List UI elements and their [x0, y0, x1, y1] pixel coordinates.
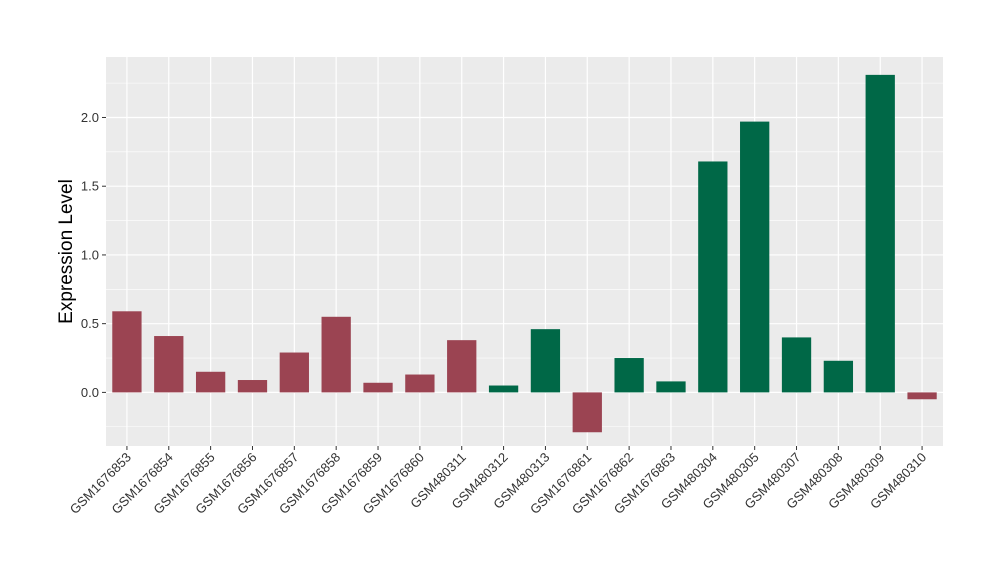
bar-GSM1676861 — [572, 392, 602, 433]
bar-GSM1676855 — [195, 371, 226, 393]
bar-GSM1676853 — [112, 311, 142, 393]
y-tick-label: 1.5 — [81, 179, 99, 194]
bar-GSM1676857 — [279, 352, 309, 393]
bar-GSM1676854 — [154, 336, 184, 393]
y-tick-label: 0.0 — [81, 385, 99, 400]
bar-GSM480305 — [740, 121, 770, 393]
bar-GSM480313 — [530, 329, 561, 393]
bar-GSM480311 — [447, 340, 477, 393]
bar-GSM480309 — [865, 74, 895, 393]
bar-GSM1676856 — [237, 380, 268, 393]
plot-panel — [106, 57, 943, 446]
bar-GSM480310 — [907, 392, 937, 400]
x-axis: GSM1676853GSM1676854GSM1676855GSM1676856… — [67, 446, 929, 517]
bar-GSM480307 — [781, 337, 812, 393]
bar-GSM480312 — [488, 385, 519, 393]
bar-GSM1676863 — [656, 381, 686, 393]
y-tick-label: 2.0 — [81, 110, 99, 125]
bar-GSM480308 — [823, 360, 854, 393]
y-tick-label: 0.5 — [81, 316, 99, 331]
bar-GSM1676862 — [614, 358, 644, 393]
bar-GSM1676860 — [405, 374, 435, 393]
y-tick-label: 1.0 — [81, 247, 99, 262]
y-axis: 0.0 0.5 1.0 1.5 2.0 — [81, 110, 106, 400]
y-axis-title: Expression Level — [56, 179, 77, 324]
bars — [112, 74, 937, 433]
bar-GSM1676859 — [363, 382, 393, 393]
bar-GSM480304 — [698, 161, 728, 393]
bar-GSM1676858 — [321, 316, 351, 393]
